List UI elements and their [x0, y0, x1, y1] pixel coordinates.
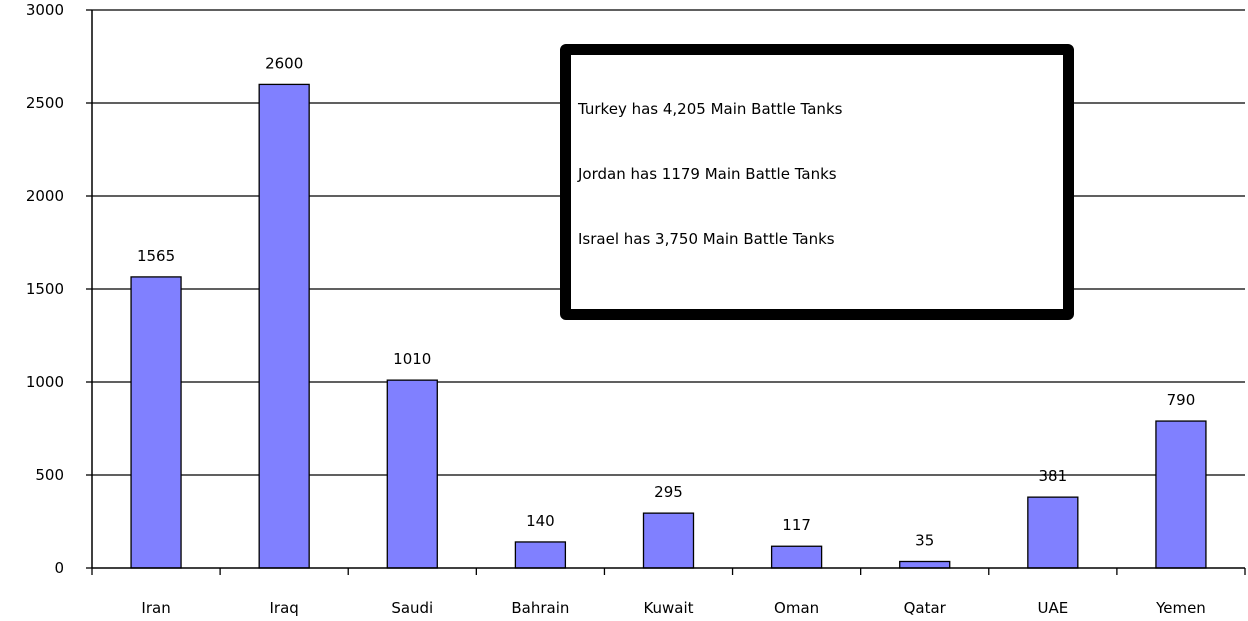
bar — [770, 545, 823, 569]
x-tick-label: Qatar — [904, 599, 947, 617]
y-tick-label: 1000 — [26, 373, 64, 391]
bar — [642, 512, 695, 569]
y-tick-labels: 0 500 1000 1500 2000 2500 3000 — [26, 1, 64, 577]
bar — [258, 83, 310, 569]
annotation-jordan: Jordan has 1179 Main Battle Tanks — [578, 165, 837, 183]
x-tick-label: Oman — [774, 599, 819, 617]
data-label: 1565 — [137, 247, 175, 265]
data-labels: 1565 2600 1010 140 295 117 35 381 790 — [137, 54, 1195, 549]
bar — [1155, 420, 1207, 569]
y-tick-label: 1500 — [26, 280, 64, 298]
x-tick-label: Iran — [141, 599, 170, 617]
x-tick-label: Bahrain — [511, 599, 569, 617]
x-tick-label: Yemen — [1155, 599, 1206, 617]
bar — [1027, 496, 1079, 569]
y-tick-label: 2500 — [26, 94, 64, 112]
axes — [86, 9, 1246, 575]
y-tick-label: 500 — [35, 466, 64, 484]
data-label: 790 — [1167, 391, 1196, 409]
bar — [514, 541, 567, 569]
x-tick-label: Kuwait — [643, 599, 693, 617]
y-tick-label: 3000 — [26, 1, 64, 19]
data-label: 2600 — [265, 54, 303, 72]
bar — [130, 276, 182, 569]
data-label: 140 — [526, 512, 555, 530]
annotation-israel: Israel has 3,750 Main Battle Tanks — [578, 230, 835, 248]
x-tick-label: Iraq — [270, 599, 299, 617]
x-tick-label: UAE — [1037, 599, 1068, 617]
annotation-turkey: Turkey has 4,205 Main Battle Tanks — [578, 100, 843, 118]
data-label: 381 — [1039, 467, 1068, 485]
data-label: 295 — [654, 483, 683, 501]
x-tick-label: Saudi — [391, 599, 433, 617]
data-label: 117 — [782, 516, 811, 534]
x-tick-labels: Iran Iraq Saudi Bahrain Kuwait Oman Qatar UAE Ye… — [141, 599, 1205, 617]
bars — [130, 83, 1207, 569]
y-tick-label: 0 — [54, 559, 64, 577]
data-label: 1010 — [393, 350, 431, 368]
annotation-box: Turkey has 4,205 Main Battle Tanks Jorda… — [560, 44, 1074, 320]
bar — [386, 379, 438, 569]
y-tick-label: 2000 — [26, 187, 64, 205]
bar — [899, 560, 951, 569]
data-label: 35 — [915, 531, 934, 549]
